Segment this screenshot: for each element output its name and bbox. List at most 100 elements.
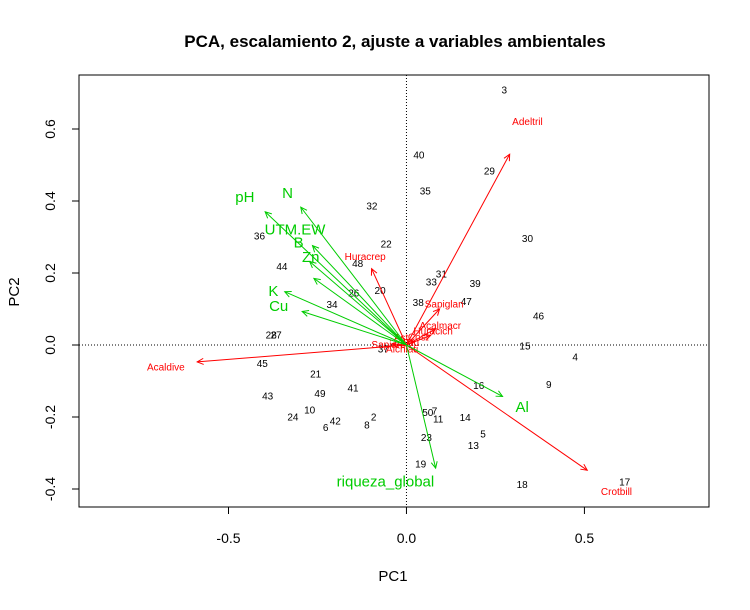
- x-tick-label: -0.5: [216, 530, 240, 546]
- site-label: 13: [468, 441, 480, 452]
- env-arrow-head: [283, 290, 292, 298]
- site-label: 5: [480, 430, 486, 441]
- site-label: 36: [254, 232, 266, 243]
- env-arrow: Cu: [269, 298, 407, 346]
- site-label: 34: [327, 300, 339, 311]
- site-label: 35: [420, 187, 432, 198]
- env-arrow: B: [294, 235, 407, 346]
- site-label: 23: [421, 433, 433, 444]
- chart-title: PCA, escalamiento 2, ajuste a variables …: [184, 32, 605, 51]
- site-label: 24: [287, 413, 299, 424]
- env-label: Al: [515, 399, 528, 416]
- plot-area-frame: [78, 74, 710, 508]
- env-arrow-shaft: [284, 291, 407, 346]
- env-label: Cu: [269, 298, 288, 315]
- species-arrow-shaft: [197, 344, 407, 363]
- site-label: 37: [378, 345, 390, 356]
- y-tick-label: 0.6: [42, 119, 58, 139]
- species-arrow-head: [407, 340, 416, 348]
- env-arrow-shaft: [405, 344, 437, 469]
- y-axis: -0.4 -0.2 0.0 0.2 0.4 0.6: [42, 119, 79, 501]
- env-arrow-head: [301, 310, 310, 317]
- species-label: Alchlati: [386, 345, 418, 356]
- site-label: 31: [436, 269, 448, 280]
- species-arrow-shaft: [406, 153, 511, 346]
- site-label: 26: [348, 288, 360, 299]
- env-label: B: [294, 235, 304, 252]
- site-label: 28: [266, 331, 278, 342]
- y-tick-label: -0.4: [42, 477, 58, 501]
- site-label: 40: [413, 151, 425, 162]
- x-tick-label: 0.5: [575, 530, 595, 546]
- species-arrow-head: [428, 328, 437, 335]
- species-arrow: Huracrep: [345, 252, 407, 346]
- env-arrow-head: [264, 211, 272, 219]
- env-arrow-shaft: [264, 211, 407, 346]
- reference-lines: [79, 75, 709, 507]
- species-label: Acaldive: [147, 363, 185, 374]
- species-label: Huracich: [413, 327, 452, 338]
- env-arrow: Zn: [302, 249, 407, 346]
- site-label: 9: [546, 380, 552, 391]
- env-arrow-shaft: [406, 344, 503, 397]
- env-arrow-shaft: [313, 277, 407, 346]
- species-arrow-shaft: [406, 308, 440, 346]
- species-arrow-head: [580, 463, 589, 471]
- env-arrow-shaft: [300, 206, 407, 346]
- species-label: Acalmacr: [419, 321, 461, 332]
- site-label: 18: [517, 480, 529, 491]
- species-arrow-shaft: [391, 343, 407, 346]
- site-label: 11: [433, 415, 444, 426]
- species-label: Ttu: [405, 338, 419, 349]
- site-label: 22: [381, 239, 393, 250]
- site-label: 42: [330, 417, 342, 428]
- site-label: 48: [352, 259, 364, 270]
- y-tick-label: 0.2: [42, 263, 58, 283]
- site-label: 3: [502, 86, 508, 97]
- x-axis: -0.5 0.0 0.5: [216, 507, 594, 546]
- site-label: 33: [426, 278, 438, 289]
- species-arrow-head: [503, 153, 511, 162]
- env-label: Zn: [302, 249, 320, 266]
- env-arrow-head: [312, 277, 321, 285]
- species-arrow-shaft: [371, 268, 407, 346]
- species-vectors: Adeltril Crotbill Acaldive Huracrep Sapiglan…: [147, 117, 632, 498]
- y-tick-label: -0.2: [42, 405, 58, 429]
- site-label: 15: [519, 342, 531, 353]
- env-arrow-head: [430, 461, 438, 470]
- env-arrow: pH: [235, 189, 407, 346]
- species-label: Cost: [408, 332, 429, 343]
- site-label: 16: [473, 381, 485, 392]
- env-arrow: K: [268, 283, 407, 346]
- env-label: UTM.EW: [265, 221, 327, 238]
- species-arrow-head: [370, 267, 378, 276]
- site-label: 29: [484, 167, 496, 178]
- site-label: 30: [522, 234, 534, 245]
- x-tick-label: 0.0: [397, 530, 417, 546]
- site-label: 44: [276, 262, 288, 273]
- env-arrow: N: [282, 185, 407, 346]
- site-label: 2: [371, 413, 377, 424]
- site-label: 17: [619, 478, 631, 489]
- site-label: 49: [314, 389, 326, 400]
- site-label: 20: [375, 286, 387, 297]
- env-arrow: UTM.EW: [265, 221, 407, 346]
- site-label: 4: [572, 352, 578, 363]
- site-label: 45: [257, 359, 269, 370]
- y-axis-label: PC2: [6, 277, 23, 306]
- site-label: 10: [304, 405, 316, 416]
- site-label: 47: [461, 297, 473, 308]
- site-label: 32: [366, 202, 378, 213]
- env-arrow-head: [308, 260, 317, 269]
- env-arrow-shaft: [312, 245, 407, 346]
- species-arrow-head: [432, 308, 441, 316]
- species-arrow: Sapiglan: [406, 300, 464, 346]
- y-tick-label: 0.4: [42, 191, 58, 211]
- site-label: 19: [415, 459, 427, 470]
- species-arrow: Crotbill: [406, 344, 632, 498]
- species-arrow-head: [423, 334, 432, 341]
